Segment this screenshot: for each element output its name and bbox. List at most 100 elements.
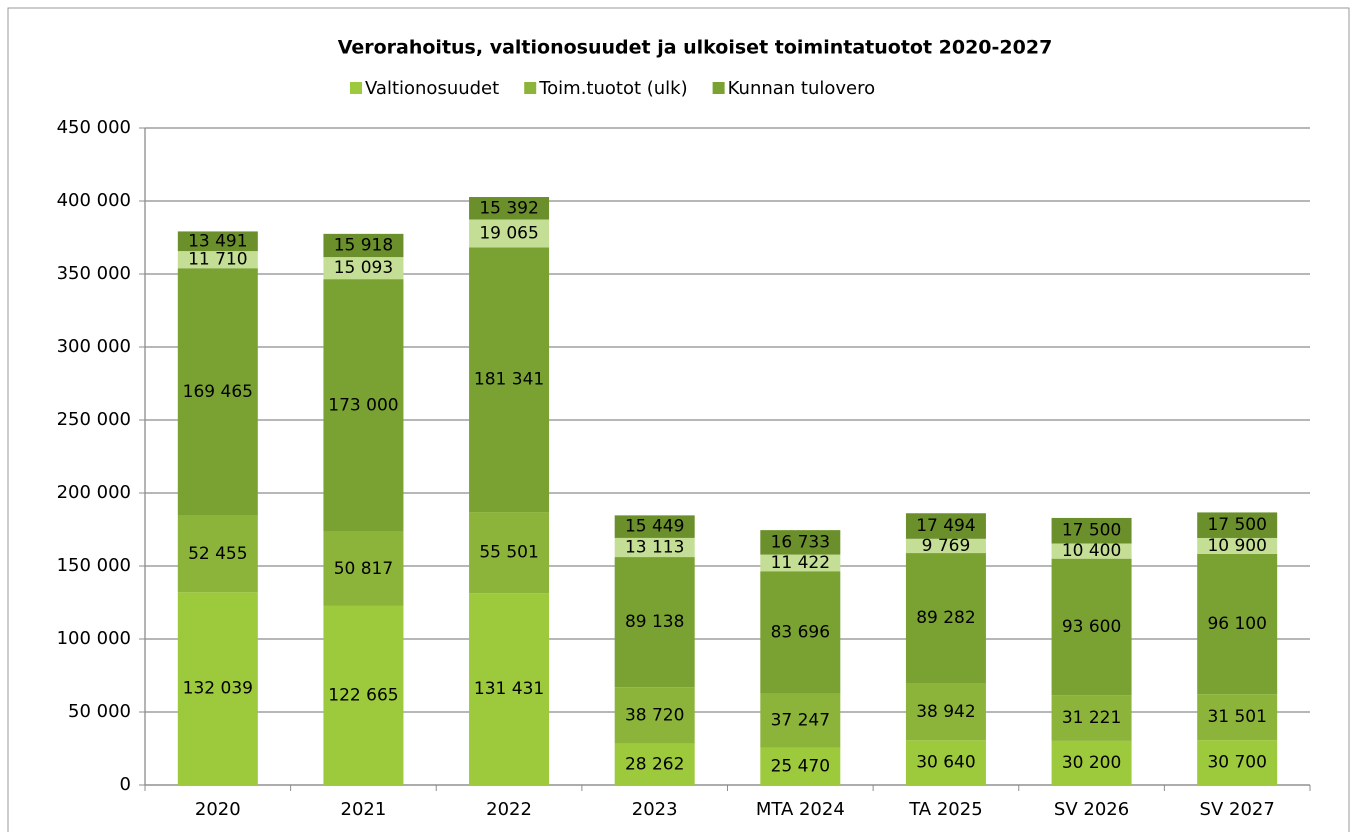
bar-segment — [323, 605, 404, 785]
bar-segment — [1051, 558, 1132, 696]
x-tick-label: 2021 — [341, 799, 387, 820]
data-label: 10 400 — [1062, 541, 1121, 561]
chart-title: Verorahoitus, valtionosuudet ja ulkoiset… — [338, 37, 1053, 59]
bar-segment — [905, 740, 986, 785]
legend-swatch — [350, 82, 362, 94]
data-label: 181 341 — [474, 370, 544, 390]
y-tick-label: 50 000 — [68, 701, 131, 722]
bar-segment — [905, 513, 986, 539]
data-label: 17 494 — [916, 516, 975, 536]
bar-segment — [469, 512, 550, 594]
data-label: 173 000 — [328, 395, 398, 415]
x-tick-label: 2020 — [195, 799, 241, 820]
data-label: 38 942 — [916, 702, 975, 722]
data-label: 17 500 — [1062, 521, 1121, 541]
data-label: 31 501 — [1207, 707, 1266, 727]
bar-segment — [905, 538, 986, 554]
data-label: 37 247 — [771, 711, 830, 731]
bar-segment — [323, 233, 404, 258]
bar-segment — [760, 747, 841, 785]
data-label: 16 733 — [771, 532, 830, 552]
data-label: 13 491 — [188, 231, 247, 251]
data-label: 10 900 — [1207, 536, 1266, 556]
data-label: 93 600 — [1062, 617, 1121, 637]
x-tick-label: SV 2026 — [1054, 799, 1129, 820]
bar-segment — [760, 693, 841, 748]
legend-label: Kunnan tulovero — [728, 78, 876, 99]
data-label: 38 720 — [625, 705, 684, 725]
bar-segment — [1197, 553, 1278, 695]
y-tick-label: 200 000 — [57, 482, 131, 503]
data-label: 15 918 — [334, 235, 393, 255]
x-tick-label: TA 2025 — [908, 799, 982, 820]
y-tick-label: 0 — [120, 774, 131, 795]
x-tick-label: SV 2027 — [1200, 799, 1275, 820]
data-label: 89 138 — [625, 612, 684, 632]
data-label: 15 392 — [479, 198, 538, 218]
data-label: 55 501 — [479, 543, 538, 563]
bar-segment — [760, 571, 841, 694]
bar-segment — [614, 687, 695, 744]
y-tick-label: 150 000 — [57, 555, 131, 576]
data-label: 13 113 — [625, 537, 684, 557]
y-tick-label: 350 000 — [57, 263, 131, 284]
data-label: 31 221 — [1062, 708, 1121, 728]
data-label: 131 431 — [474, 679, 544, 699]
x-tick-label: 2022 — [486, 799, 532, 820]
data-label: 52 455 — [188, 544, 247, 564]
data-label: 15 093 — [334, 258, 393, 278]
data-label: 11 422 — [771, 553, 830, 573]
bar-segment — [469, 219, 550, 248]
bar-segment — [614, 743, 695, 785]
bar-segment — [177, 515, 258, 593]
bar-segment — [177, 268, 258, 516]
bar-segment — [177, 231, 258, 252]
bar-segment — [614, 515, 695, 538]
bar-segment — [177, 592, 258, 785]
bar-segment — [1197, 537, 1278, 554]
data-label: 50 817 — [334, 559, 393, 579]
bar-segment — [760, 554, 841, 572]
data-label: 19 065 — [479, 223, 538, 243]
bar-segment — [469, 247, 550, 513]
y-tick-label: 450 000 — [57, 117, 131, 138]
bar-segment — [1197, 512, 1278, 538]
y-tick-label: 100 000 — [57, 628, 131, 649]
data-label: 89 282 — [916, 608, 975, 628]
bar-segment — [905, 683, 986, 741]
legend-label: Toim.tuotot (ulk) — [538, 78, 687, 99]
data-label: 132 039 — [183, 679, 253, 699]
bar-segment — [760, 530, 841, 555]
bar-segment — [1051, 543, 1132, 559]
data-label: 96 100 — [1207, 614, 1266, 634]
bar-segment — [1197, 740, 1278, 785]
data-label: 169 465 — [183, 382, 253, 402]
bar-segment — [1197, 694, 1278, 741]
bar-segment — [469, 197, 550, 220]
data-label: 28 262 — [625, 754, 684, 774]
legend-swatch — [524, 82, 537, 94]
data-label: 9 769 — [922, 536, 971, 556]
data-label: 30 200 — [1062, 753, 1121, 773]
bar-segment — [1051, 517, 1132, 544]
bar-segment — [614, 537, 695, 558]
y-tick-label: 250 000 — [57, 409, 131, 430]
bar-segment — [469, 593, 550, 785]
data-label: 30 640 — [916, 753, 975, 773]
bar-segment — [614, 557, 695, 688]
bar-segment — [1051, 695, 1132, 741]
data-label: 83 696 — [771, 622, 830, 642]
data-label: 11 710 — [188, 250, 247, 270]
y-tick-label: 400 000 — [57, 190, 131, 211]
data-label: 15 449 — [625, 517, 684, 537]
data-label: 25 470 — [771, 756, 830, 776]
x-tick-label: 2023 — [632, 799, 678, 820]
data-label: 122 665 — [328, 685, 398, 705]
bar-segment — [323, 531, 404, 606]
y-tick-label: 300 000 — [57, 336, 131, 357]
legend-label: Valtionosuudet — [365, 78, 499, 99]
data-label: 17 500 — [1207, 515, 1266, 535]
bar-segment — [323, 257, 404, 280]
data-label: 30 700 — [1207, 753, 1266, 773]
